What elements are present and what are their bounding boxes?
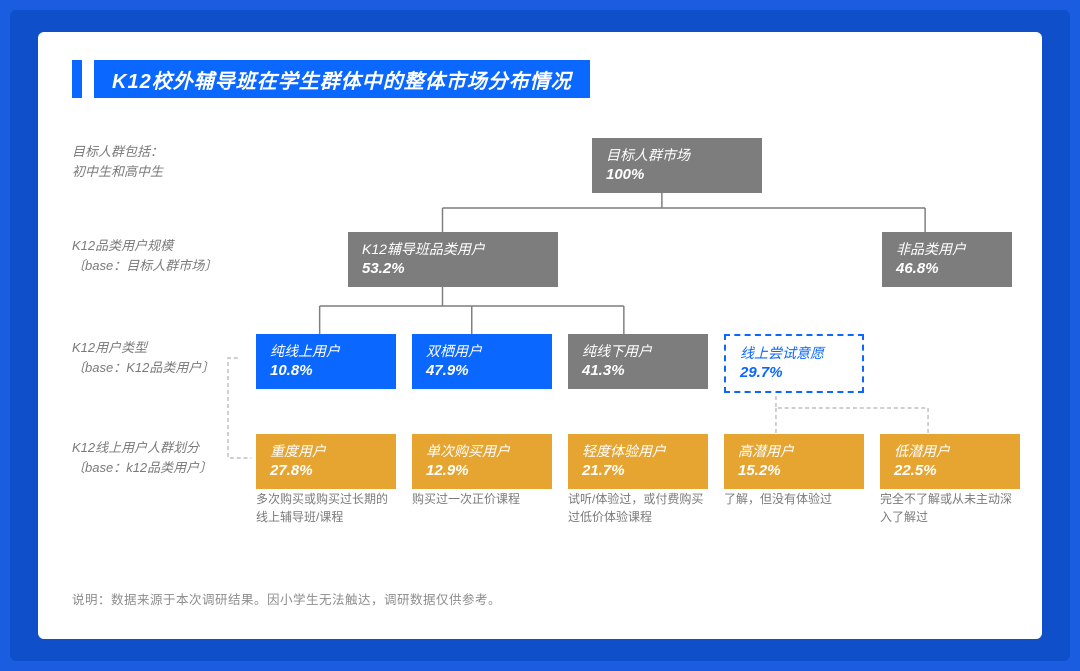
node-l3d-label: 线上尝试意愿 xyxy=(740,344,848,363)
node-l4e: 低潜用户 22.5% xyxy=(880,434,1020,489)
node-l4b-pct: 12.9% xyxy=(426,461,538,481)
sidelabel-row3-line1: K12用户类型 xyxy=(72,338,242,358)
node-l4e-pct: 22.5% xyxy=(894,461,1006,481)
node-l4d: 高潜用户 15.2% xyxy=(724,434,864,489)
sidelabel-row4: K12线上用户人群划分 〔base：k12品类用户〕 xyxy=(72,438,242,477)
footnote: 说明：数据来源于本次调研结果。因小学生无法触达，调研数据仅供参考。 xyxy=(72,589,501,608)
node-l2a: K12辅导班品类用户 53.2% xyxy=(348,232,558,287)
node-l4a-label: 重度用户 xyxy=(270,442,382,461)
sidelabel-row3-line2: 〔base：K12品类用户〕 xyxy=(72,358,242,378)
node-l4d-label: 高潜用户 xyxy=(738,442,850,461)
node-l2b-pct: 46.8% xyxy=(896,259,998,279)
node-root-pct: 100% xyxy=(606,165,748,185)
node-l4b: 单次购买用户 12.9% xyxy=(412,434,552,489)
node-l3b-pct: 47.9% xyxy=(426,361,538,381)
desc-1: 多次购买或购买过长期的线上辅导班/课程 xyxy=(256,490,396,526)
sidelabel-row4-line1: K12线上用户人群划分 xyxy=(72,438,242,458)
node-l3a-label: 纯线上用户 xyxy=(270,342,382,361)
sidelabel-row1-line1: 目标人群包括： xyxy=(72,142,242,162)
desc-4: 了解，但没有体验过 xyxy=(724,490,864,508)
content-card: K12校外辅导班在学生群体中的整体市场分布情况 xyxy=(38,32,1042,639)
sidelabel-row1: 目标人群包括： 初中生和高中生 xyxy=(72,142,242,181)
node-l4c-pct: 21.7% xyxy=(582,461,694,481)
sidelabel-row1-line2: 初中生和高中生 xyxy=(72,162,242,182)
node-l3d: 线上尝试意愿 29.7% xyxy=(724,334,864,393)
title-accent-bar xyxy=(72,60,82,98)
node-l3c-pct: 41.3% xyxy=(582,361,694,381)
title-row: K12校外辅导班在学生群体中的整体市场分布情况 xyxy=(72,60,1008,98)
node-l3c: 纯线下用户 41.3% xyxy=(568,334,708,389)
node-l4e-label: 低潜用户 xyxy=(894,442,1006,461)
outer-frame: K12校外辅导班在学生群体中的整体市场分布情况 xyxy=(10,10,1070,661)
node-l3d-pct: 29.7% xyxy=(740,363,848,383)
node-l4c-label: 轻度体验用户 xyxy=(582,442,694,461)
node-l2a-pct: 53.2% xyxy=(362,259,544,279)
node-l4c: 轻度体验用户 21.7% xyxy=(568,434,708,489)
node-l3a: 纯线上用户 10.8% xyxy=(256,334,396,389)
node-l4b-label: 单次购买用户 xyxy=(426,442,538,461)
node-l4a-pct: 27.8% xyxy=(270,461,382,481)
desc-2: 购买过一次正价课程 xyxy=(412,490,552,508)
desc-3: 试听/体验过，或付费购买过低价体验课程 xyxy=(568,490,708,526)
node-l4d-pct: 15.2% xyxy=(738,461,850,481)
sidelabel-row2: K12品类用户规模 〔base：目标人群市场〕 xyxy=(72,236,242,275)
node-l2a-label: K12辅导班品类用户 xyxy=(362,240,544,259)
sidelabel-row2-line2: 〔base：目标人群市场〕 xyxy=(72,256,242,276)
node-l3b-label: 双栖用户 xyxy=(426,342,538,361)
diagram-area: 目标人群包括： 初中生和高中生 K12品类用户规模 〔base：目标人群市场〕 … xyxy=(72,138,1008,608)
node-root-label: 目标人群市场 xyxy=(606,146,748,165)
sidelabel-row4-line2: 〔base：k12品类用户〕 xyxy=(72,458,242,478)
node-l2b-label: 非品类用户 xyxy=(896,240,998,259)
sidelabel-row2-line1: K12品类用户规模 xyxy=(72,236,242,256)
node-l3b: 双栖用户 47.9% xyxy=(412,334,552,389)
page-title: K12校外辅导班在学生群体中的整体市场分布情况 xyxy=(94,60,590,98)
node-l2b: 非品类用户 46.8% xyxy=(882,232,1012,287)
sidelabel-row3: K12用户类型 〔base：K12品类用户〕 xyxy=(72,338,242,377)
node-l3a-pct: 10.8% xyxy=(270,361,382,381)
node-root: 目标人群市场 100% xyxy=(592,138,762,193)
node-l4a: 重度用户 27.8% xyxy=(256,434,396,489)
node-l3c-label: 纯线下用户 xyxy=(582,342,694,361)
desc-5: 完全不了解或从未主动深入了解过 xyxy=(880,490,1020,526)
